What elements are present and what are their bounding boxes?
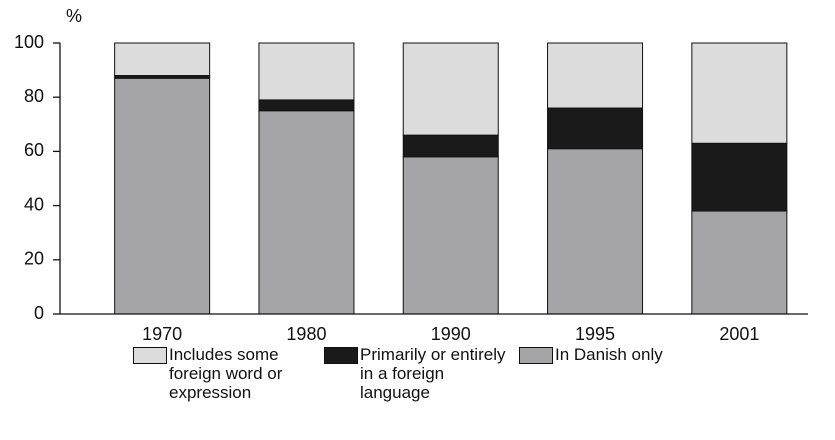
y-tick-label: 100 xyxy=(14,32,44,52)
bar-segment xyxy=(258,99,355,112)
legend-label: In Danish only xyxy=(555,345,663,364)
bar-segment xyxy=(114,77,211,315)
y-tick-label: 80 xyxy=(24,86,44,106)
legend-swatch xyxy=(324,347,358,364)
x-tick-label: 1990 xyxy=(431,324,471,344)
bar-segment xyxy=(547,42,644,109)
y-tick-label: 60 xyxy=(24,140,44,160)
y-axis-label: % xyxy=(66,6,82,26)
bar-segment xyxy=(691,142,788,212)
y-tick-label: 20 xyxy=(24,249,44,269)
legend-label: Primarily or entirely in a foreign langu… xyxy=(360,345,506,402)
x-tick-label: 1970 xyxy=(142,324,182,344)
legend-swatch xyxy=(133,347,167,364)
bar-segment xyxy=(547,107,644,150)
x-tick-label: 1995 xyxy=(575,324,615,344)
bar-segment xyxy=(402,134,499,158)
y-tick-label: 0 xyxy=(34,303,44,323)
legend-label: Includes some foreign word or expression xyxy=(169,345,283,402)
bar-segment xyxy=(547,148,644,315)
bar-segment xyxy=(258,42,355,101)
bar-segment xyxy=(114,42,211,77)
x-tick-label: 2001 xyxy=(719,324,759,344)
bar-segment xyxy=(402,156,499,315)
legend-swatch xyxy=(519,347,553,364)
bar-segment xyxy=(402,42,499,136)
x-tick-label: 1980 xyxy=(286,324,326,344)
bar-segment xyxy=(258,110,355,315)
legend-item: Primarily or entirely in a foreign langu… xyxy=(324,345,510,402)
bar-segment xyxy=(691,42,788,144)
y-tick-label: 40 xyxy=(24,194,44,214)
bar-segment xyxy=(691,210,788,315)
legend-item: Includes some foreign word or expression xyxy=(133,345,309,402)
legend-item: In Danish only xyxy=(519,345,725,364)
